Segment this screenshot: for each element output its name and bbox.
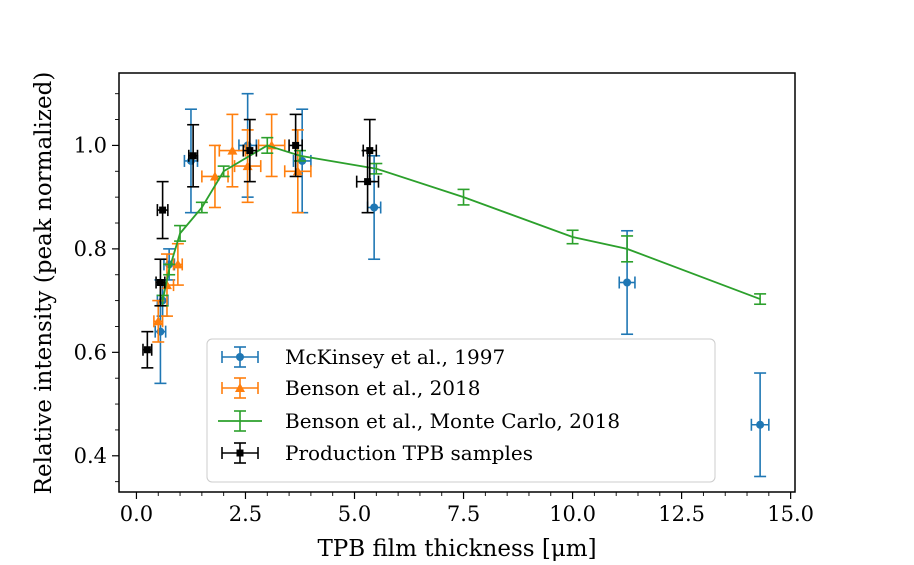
legend-handle-marker (236, 353, 244, 361)
legend-handles (218, 346, 262, 464)
legend-handle-marker (236, 449, 244, 457)
legend-label-mckinsey: McKinsey et al., 1997 (285, 345, 505, 369)
x-axis-label: TPB film thickness [μm] (317, 536, 596, 562)
series-line (161, 144, 761, 301)
data-point (292, 141, 300, 149)
data-point (623, 278, 632, 287)
y-axis-label: Relative intensity (peak normalized) (31, 72, 57, 495)
data-point (227, 145, 238, 155)
data-point (756, 420, 765, 429)
legend-label-production: Production TPB samples (285, 441, 533, 465)
data-point (189, 152, 197, 160)
data-point (159, 206, 167, 214)
y-tick-label: 0.8 (74, 237, 107, 261)
data-point (153, 316, 164, 326)
x-tick-label: 12.5 (658, 502, 705, 526)
data-point (246, 147, 254, 155)
plot-frame (118, 72, 796, 493)
legend-box (206, 338, 716, 483)
x-tick-label: 10.0 (549, 502, 596, 526)
data-layer (141, 92, 770, 478)
x-tick-label: 7.5 (447, 502, 480, 526)
x-tick-label: 2.5 (229, 502, 262, 526)
x-tick-label: 5.0 (338, 502, 371, 526)
series-3 (141, 113, 380, 369)
data-point (143, 346, 151, 354)
legend: McKinsey et al., 1997 Benson et al., 201… (206, 338, 716, 483)
series-2 (156, 136, 767, 307)
legend-label-benson: Benson et al., 2018 (285, 376, 480, 400)
y-tick-label: 0.6 (74, 340, 107, 364)
y-tick-label: 0.4 (74, 444, 107, 468)
x-tick-label: 15.0 (767, 502, 814, 526)
data-point (364, 178, 372, 186)
axis-layer: 0.0 2.5 5.0 7.5 10.0 12.5 15.0 0.4 0.6 0.8 1.0 (74, 93, 814, 526)
data-point (156, 279, 164, 286)
data-point (172, 259, 183, 269)
data-point (370, 203, 379, 212)
data-point (209, 171, 220, 181)
legend-handle-marker (235, 383, 245, 392)
y-tick-label: 1.0 (74, 133, 107, 157)
legend-label-monte-carlo: Benson et al., Monte Carlo, 2018 (285, 409, 620, 433)
x-tick-label: 0.0 (120, 502, 153, 526)
